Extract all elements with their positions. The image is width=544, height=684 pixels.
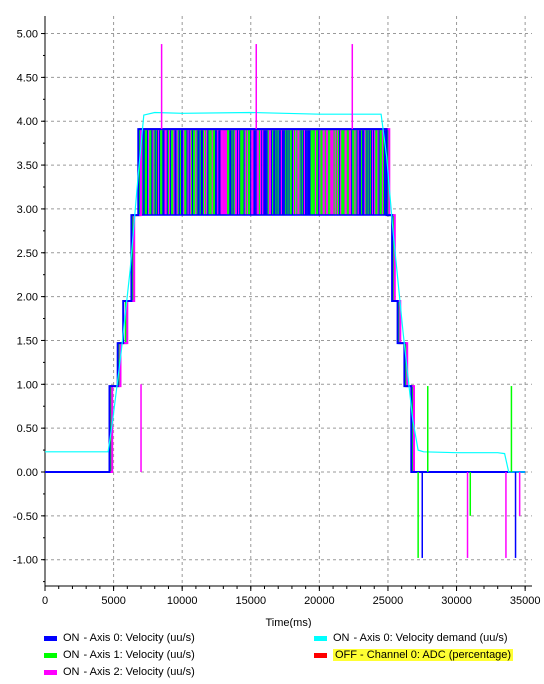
legend-item-axis0-velocity[interactable]: ON - Axis 0: Velocity (uu/s) (44, 632, 195, 644)
legend-swatch (44, 669, 57, 675)
legend-swatch (314, 635, 327, 641)
x-tick-label: 30000 (441, 595, 472, 607)
y-tick-label: 1.00 (17, 379, 38, 391)
y-tick-label: 4.50 (17, 72, 38, 84)
x-tick-label: 20000 (304, 595, 335, 607)
legend-swatch (314, 652, 327, 658)
x-tick-label: 25000 (373, 595, 404, 607)
legend-label: - Axis 0: Velocity demand (uu/s) (353, 632, 508, 644)
y-tick-label: 4.00 (17, 116, 38, 128)
axis0-velocity-line (45, 128, 526, 473)
y-tick-label: 1.50 (17, 335, 38, 347)
y-tick-label: 0.00 (17, 467, 38, 479)
velocity-chart: 5.00 4.50 4.00 3.50 3.00 2.50 2.00 1.50 1.00 0.50… (13, 16, 541, 628)
legend-label: - Axis 1: Velocity (uu/s) (83, 649, 195, 661)
x-axis-title: Time(ms) (265, 617, 311, 628)
legend-status: ON (63, 666, 80, 678)
legend-label: - Axis 0: Velocity (uu/s) (83, 632, 195, 644)
legend-item-axis1-velocity[interactable]: ON - Axis 1: Velocity (uu/s) (44, 649, 195, 661)
legend-swatch (44, 652, 57, 658)
y-tick-label: 3.50 (17, 160, 38, 172)
legend-label: - Channel 0: ADC (percentage) (357, 649, 512, 661)
y-tick-label: -1.00 (13, 555, 38, 567)
y-tick-label: 0.50 (17, 423, 38, 435)
y-tick-label: 2.50 (17, 248, 38, 260)
y-tick-label: 2.00 (17, 292, 38, 304)
legend-highlight: OFF - Channel 0: ADC (percentage) (333, 649, 514, 661)
x-tick-label: 15000 (235, 595, 266, 607)
x-tick-label: 35000 (510, 595, 541, 607)
legend-item-channel0-adc[interactable]: OFF - Channel 0: ADC (percentage) (314, 649, 514, 661)
legend-item-axis0-velocity-demand[interactable]: ON - Axis 0: Velocity demand (uu/s) (314, 632, 508, 644)
y-tick-label: -0.50 (13, 511, 38, 523)
x-tick-label: 0 (42, 595, 48, 607)
y-tick-label: 3.00 (17, 204, 38, 216)
legend-item-axis2-velocity[interactable]: ON - Axis 2: Velocity (uu/s) (44, 666, 195, 678)
legend-status: ON (333, 632, 350, 644)
legend-swatch (44, 635, 57, 641)
x-tick-label: 10000 (167, 595, 198, 607)
legend-label: - Axis 2: Velocity (uu/s) (83, 666, 195, 678)
legend-status: OFF (335, 649, 357, 661)
x-tick-label: 5000 (101, 595, 125, 607)
legend-status: ON (63, 632, 80, 644)
legend-status: ON (63, 649, 80, 661)
axis0-velocity-demand-line (45, 111, 526, 473)
chart-legend: ON - Axis 0: Velocity (uu/s) ON - Axis 0… (0, 628, 544, 684)
y-tick-label: 5.00 (17, 29, 38, 41)
